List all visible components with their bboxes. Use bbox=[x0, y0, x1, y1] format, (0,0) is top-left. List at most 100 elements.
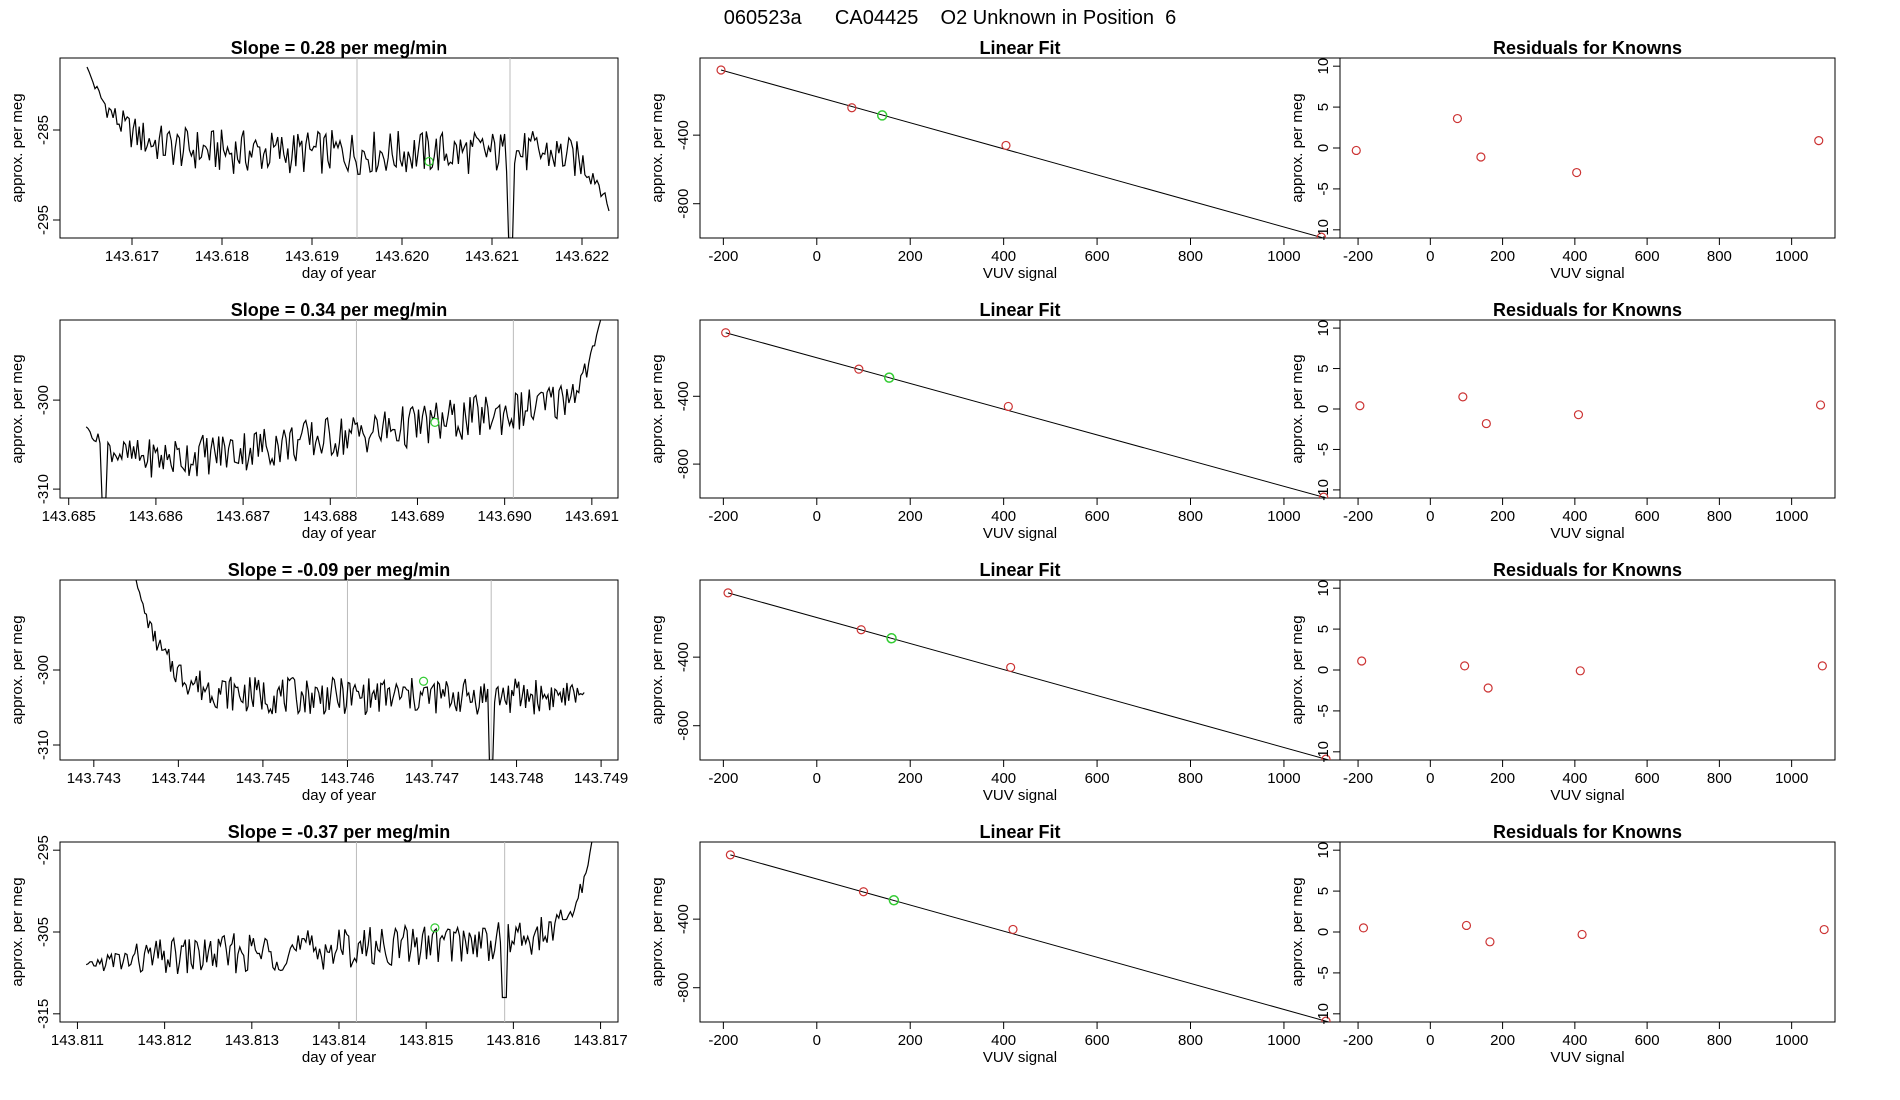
x-tick-label: 143.744 bbox=[151, 770, 205, 787]
known-point bbox=[1319, 492, 1329, 498]
residual-point bbox=[1458, 392, 1468, 402]
x-tick-label: 1000 bbox=[1267, 1032, 1300, 1049]
residual-point bbox=[1460, 661, 1470, 671]
x-tick-label: 400 bbox=[1562, 508, 1587, 525]
known-point bbox=[721, 328, 731, 338]
residual-point bbox=[1817, 661, 1827, 671]
x-tick-label: 143.621 bbox=[465, 248, 519, 265]
x-tick-label: 800 bbox=[1178, 1032, 1203, 1049]
residual-point bbox=[1573, 410, 1584, 420]
y-axis-label: approx. per meg bbox=[649, 354, 666, 463]
panel-title: Linear Fit bbox=[979, 822, 1060, 842]
figure-title: 060523a CA04425 O2 Unknown in Position 6 bbox=[724, 7, 1177, 29]
y-tick-label: -310 bbox=[35, 730, 52, 760]
known-point bbox=[856, 625, 866, 635]
y-tick-label: -310 bbox=[35, 474, 52, 504]
plot-area bbox=[716, 65, 1326, 238]
x-tick-label: 143.743 bbox=[67, 770, 121, 787]
x-tick-label: -200 bbox=[708, 508, 738, 525]
x-tick-label: 200 bbox=[898, 770, 923, 787]
x-tick-label: 800 bbox=[1707, 1032, 1732, 1049]
known-point bbox=[1316, 232, 1326, 238]
panel-r3-timeseries: Slope = -0.09 per meg/min 143.743 143.744 1… bbox=[9, 560, 628, 804]
panel-title: Residuals for Knowns bbox=[1493, 38, 1682, 58]
y-tick-label: -10 bbox=[1315, 1003, 1332, 1025]
unknown-point bbox=[876, 110, 888, 121]
plot-area bbox=[86, 58, 610, 238]
plot-frame bbox=[699, 319, 1341, 499]
panel-title: Linear Fit bbox=[979, 38, 1060, 58]
residual-point bbox=[1577, 929, 1587, 940]
x-tick-label: 200 bbox=[1490, 770, 1515, 787]
residual-point bbox=[1452, 113, 1463, 124]
x-tick-label: 400 bbox=[991, 508, 1016, 525]
x-tick-label: 600 bbox=[1635, 770, 1660, 787]
y-tick-label: 10 bbox=[1315, 842, 1332, 859]
fit-line bbox=[730, 854, 1331, 1022]
x-axis-label: day of year bbox=[302, 787, 376, 804]
x-tick-label: 400 bbox=[1562, 1032, 1587, 1049]
x-tick-label: 400 bbox=[1562, 248, 1587, 265]
panel-title: Slope = 0.34 per meg/min bbox=[231, 300, 448, 320]
plot-frame bbox=[1339, 319, 1836, 499]
x-tick-label: 1000 bbox=[1267, 770, 1300, 787]
x-tick-label: 143.620 bbox=[375, 248, 429, 265]
x-axis-label: VUV signal bbox=[983, 265, 1057, 282]
known-point bbox=[1006, 662, 1016, 673]
unknown-point bbox=[888, 895, 900, 906]
x-axis-label: day of year bbox=[302, 265, 376, 282]
x-tick-label: 0 bbox=[1426, 248, 1434, 265]
residual-point bbox=[1355, 401, 1365, 411]
x-tick-label: 143.617 bbox=[105, 248, 159, 265]
y-axis-label: approx. per meg bbox=[1289, 354, 1306, 463]
x-tick-label: 0 bbox=[1426, 770, 1434, 787]
x-tick-label: 600 bbox=[1085, 770, 1110, 787]
x-tick-label: 0 bbox=[1426, 508, 1434, 525]
x-tick-label: -200 bbox=[708, 770, 738, 787]
residual-point bbox=[1351, 145, 1361, 156]
series-line bbox=[135, 580, 585, 760]
y-tick-label: 10 bbox=[1315, 580, 1332, 597]
known-point bbox=[1008, 924, 1018, 935]
plot-frame bbox=[59, 319, 619, 499]
plot-frame bbox=[1339, 579, 1836, 761]
panel-r2-linear-fit: Linear Fit -200 0 200 400 600 800 1000 VUV signa… bbox=[649, 300, 1341, 542]
x-tick-label: 400 bbox=[1562, 770, 1587, 787]
plot-area bbox=[85, 320, 602, 498]
x-tick-label: 143.817 bbox=[573, 1032, 627, 1049]
residual-point bbox=[1481, 418, 1491, 429]
y-axis-label: approx. per meg bbox=[649, 615, 666, 724]
residual-point bbox=[1814, 136, 1824, 146]
plot-frame bbox=[1339, 57, 1836, 239]
x-tick-label: 800 bbox=[1707, 770, 1732, 787]
known-point bbox=[1001, 140, 1011, 151]
x-tick-label: 800 bbox=[1707, 248, 1732, 265]
x-tick-label: 143.686 bbox=[129, 508, 183, 525]
plot-frame bbox=[1339, 841, 1836, 1023]
residual-point bbox=[1575, 666, 1585, 676]
residual-point bbox=[1819, 924, 1829, 935]
series-line bbox=[86, 66, 610, 238]
y-tick-label: -5 bbox=[1315, 966, 1332, 979]
x-tick-label: 200 bbox=[898, 508, 923, 525]
residual-point bbox=[1485, 937, 1495, 947]
x-tick-label: 0 bbox=[813, 770, 821, 787]
panel-grid: Slope = 0.28 per meg/min 143.617 143.618 14… bbox=[9, 38, 1836, 1066]
x-axis-label: VUV signal bbox=[983, 525, 1057, 542]
x-tick-label: -200 bbox=[1343, 508, 1373, 525]
x-tick-label: 400 bbox=[991, 1032, 1016, 1049]
plot-area bbox=[85, 842, 593, 1022]
plot-frame bbox=[59, 57, 619, 239]
panel-title: Residuals for Knowns bbox=[1493, 560, 1682, 580]
x-tick-label: 143.687 bbox=[216, 508, 270, 525]
fit-line bbox=[727, 592, 1331, 760]
known-point bbox=[854, 364, 864, 374]
residual-point bbox=[1476, 152, 1486, 162]
x-tick-label: 143.745 bbox=[236, 770, 290, 787]
x-tick-label: 143.816 bbox=[486, 1032, 540, 1049]
y-tick-label: -5 bbox=[1315, 704, 1332, 717]
x-tick-label: 600 bbox=[1085, 248, 1110, 265]
y-tick-label: 5 bbox=[1315, 887, 1332, 895]
y-tick-label: -285 bbox=[35, 115, 52, 145]
x-axis-label: day of year bbox=[302, 525, 376, 542]
